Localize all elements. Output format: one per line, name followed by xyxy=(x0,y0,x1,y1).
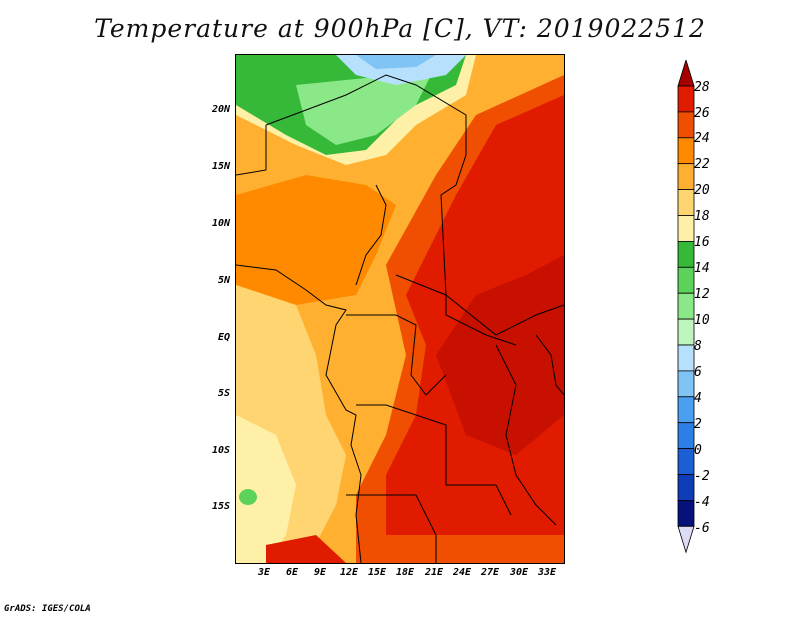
colorbar-swatch-1 xyxy=(677,85,695,113)
lat-label-10n: 10N xyxy=(211,218,230,229)
temperature-field xyxy=(236,55,564,563)
colorbar-swatch-17 xyxy=(677,499,695,527)
chart-title: Temperature at 900hPa [C], VT: 201902251… xyxy=(94,14,706,43)
border-car xyxy=(395,274,517,346)
lat-label-20n: 20N xyxy=(211,104,230,115)
colorbar-swatch-10 xyxy=(677,318,695,346)
colorbar-label-6: 6 xyxy=(694,365,702,380)
boundaries xyxy=(236,74,564,563)
colorbar-swatch-12 xyxy=(677,370,695,398)
colorbar-swatch-3 xyxy=(677,137,695,165)
lat-label-5n: 5N xyxy=(217,275,230,286)
field-north-4-6 xyxy=(356,55,436,69)
border-angola-namibia xyxy=(346,494,437,563)
border-east xyxy=(535,334,564,396)
colorbar-swatch-4 xyxy=(677,163,695,190)
lon-label-27e: 27E xyxy=(480,567,500,578)
lon-label-9e: 9E xyxy=(313,567,327,578)
footer-credit: GrADS: IGES/COLA xyxy=(4,604,91,614)
colorbar-swatch-14 xyxy=(677,422,695,450)
field-north-10-12 xyxy=(296,65,436,145)
field-s-coast-hot xyxy=(266,535,346,563)
border-mali xyxy=(236,125,267,176)
border-chad xyxy=(355,184,387,286)
colorbar-label-m4: -4 xyxy=(694,495,710,510)
colorbar-swatch-above-28 xyxy=(677,60,695,87)
colorbar-swatch-8 xyxy=(677,266,695,294)
lon-label-18e: 18E xyxy=(395,567,415,578)
border-lakes xyxy=(495,344,557,526)
lon-label-6e: 6E xyxy=(285,567,299,578)
colorbar-swatch-7 xyxy=(677,240,695,268)
field-nw-22-24 xyxy=(236,175,396,305)
border-congo xyxy=(346,314,447,396)
colorbar-swatch-15 xyxy=(677,448,695,475)
colorbar-label-m2: -2 xyxy=(694,469,710,484)
lon-label-15e: 15E xyxy=(367,567,387,578)
colorbar-label-0: 0 xyxy=(694,443,702,458)
colorbar-label-24: 24 xyxy=(694,131,710,146)
colorbar-label-16: 16 xyxy=(694,235,710,250)
border-sahara xyxy=(265,74,564,336)
colorbar-label-12: 12 xyxy=(694,287,710,302)
colorbar-swatch-11 xyxy=(677,344,695,372)
colorbar-swatch-16 xyxy=(677,474,695,501)
colorbar-label-22: 22 xyxy=(694,157,710,172)
colorbar-swatch-13 xyxy=(677,396,695,424)
border-drc-south xyxy=(356,404,512,516)
temperature-map xyxy=(235,54,565,564)
lon-label-24e: 24E xyxy=(452,567,472,578)
lon-label-33e: 33E xyxy=(537,567,557,578)
colorbar xyxy=(677,60,695,554)
colorbar-swatch-below-m6 xyxy=(677,525,695,554)
coastline-west xyxy=(236,264,362,563)
colorbar-swatch-5 xyxy=(677,189,695,216)
lat-label-15n: 15N xyxy=(211,161,230,172)
colorbar-label-m6: -6 xyxy=(694,521,710,536)
colorbar-label-14: 14 xyxy=(694,261,710,276)
colorbar-label-2: 2 xyxy=(694,417,702,432)
lat-label-15s: 15S xyxy=(211,501,230,512)
colorbar-swatch-6 xyxy=(677,215,695,242)
field-core-28 xyxy=(436,255,564,455)
lon-label-12e: 12E xyxy=(339,567,359,578)
colorbar-swatch-9 xyxy=(677,292,695,320)
colorbar-swatch-2 xyxy=(677,111,695,139)
colorbar-label-8: 8 xyxy=(694,339,702,354)
lat-label-5s: 5S xyxy=(217,388,230,399)
colorbar-label-18: 18 xyxy=(694,209,710,224)
colorbar-label-26: 26 xyxy=(694,106,710,121)
colorbar-label-28: 28 xyxy=(694,80,710,95)
colorbar-label-10: 10 xyxy=(694,313,710,328)
colorbar-label-20: 20 xyxy=(694,183,710,198)
lat-label-10s: 10S xyxy=(211,445,230,456)
lon-label-3e: 3E xyxy=(257,567,271,578)
field-sw-green-blob xyxy=(239,489,257,505)
field-sw-16-18 xyxy=(236,415,296,563)
lon-label-21e: 21E xyxy=(424,567,444,578)
lat-label-eq: EQ xyxy=(217,332,230,343)
lon-label-30e: 30E xyxy=(509,567,529,578)
colorbar-label-4: 4 xyxy=(694,391,702,406)
